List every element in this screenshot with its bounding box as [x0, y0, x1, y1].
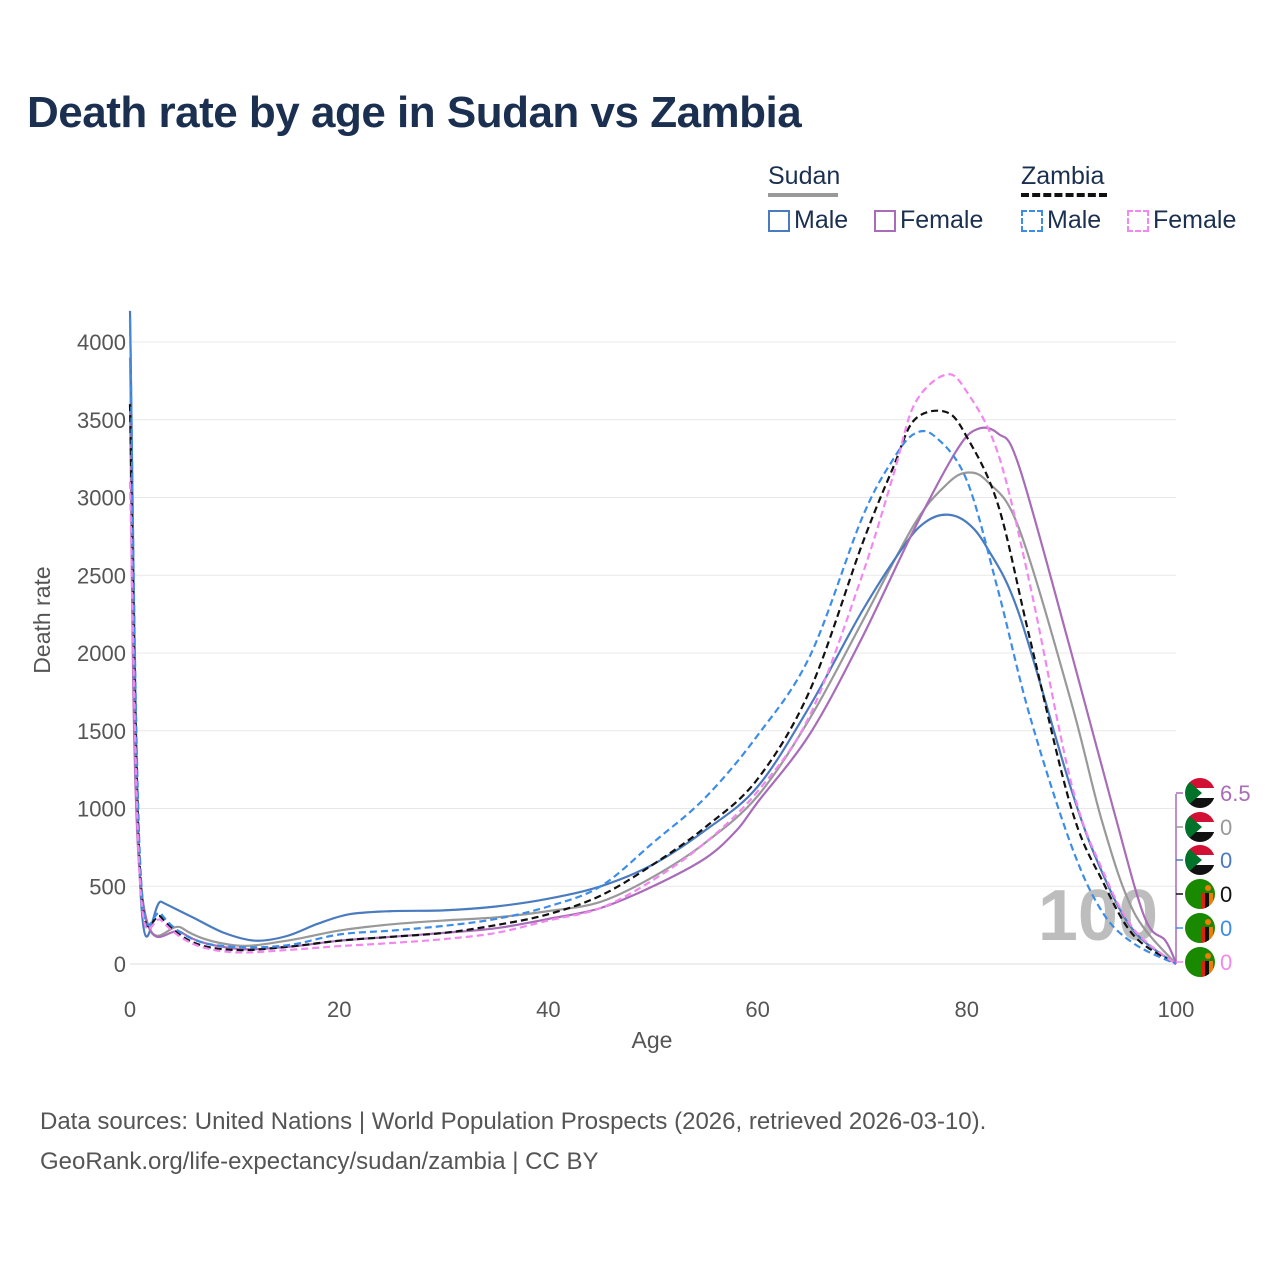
y-tick-label: 0	[114, 952, 126, 977]
series-line-zambia-male[interactable]	[128, 318, 1177, 965]
zambia-flag-icon	[1185, 879, 1215, 909]
y-tick-label: 500	[89, 874, 126, 899]
series-line-zambia-female[interactable]	[128, 373, 1177, 965]
x-tick-label: 60	[745, 997, 769, 1022]
legend-sudan-line	[768, 193, 838, 197]
legend-label: Male	[1047, 206, 1102, 234]
end-value-label: 0	[1220, 815, 1232, 840]
series-line-zambia-total[interactable]	[128, 404, 1177, 965]
legend-label: Female	[900, 206, 984, 234]
legend-label: Female	[1153, 206, 1237, 234]
legend-swatch	[874, 209, 896, 232]
end-value-label: 0	[1220, 882, 1232, 907]
legend-swatch	[1127, 209, 1149, 232]
legend-sudan-male[interactable]: Male	[768, 206, 848, 235]
footer-source: Data sources: United Nations | World Pop…	[40, 1108, 987, 1135]
end-value-label: 0	[1220, 916, 1232, 941]
axes: 0 500 1000 1500 2000 2500 3000 3500 4000 0 20 40 60 8…	[77, 330, 1194, 1022]
y-tick-label: 1000	[77, 797, 126, 822]
y-axis-label: Death rate	[29, 566, 55, 673]
legend-swatch	[1021, 209, 1043, 232]
legend-label: Male	[794, 206, 849, 234]
legend-zambia-line	[1021, 193, 1107, 197]
series-line-sudan-total[interactable]	[128, 357, 1177, 965]
y-tick-label: 1500	[77, 719, 126, 744]
sudan-flag-icon	[1185, 778, 1215, 808]
y-tick-label: 4000	[77, 330, 126, 355]
sudan-flag-icon	[1185, 812, 1215, 842]
series-lines	[128, 310, 1178, 965]
x-tick-label: 100	[1158, 997, 1195, 1022]
series-line-sudan-female[interactable]	[128, 404, 1178, 964]
x-tick-label: 20	[327, 997, 351, 1022]
x-axis-label: Age	[632, 1027, 673, 1053]
zambia-flag-icon	[1185, 947, 1215, 977]
end-value-label: 0	[1220, 848, 1232, 873]
y-tick-label: 3000	[77, 486, 126, 511]
sudan-flag-icon	[1185, 845, 1215, 875]
legend-zambia: Zambia Male Female	[1021, 162, 1261, 242]
y-tick-label: 2000	[77, 641, 126, 666]
legend-zambia-male[interactable]: Male	[1021, 206, 1101, 235]
zambia-flag-icon	[1185, 913, 1215, 943]
series-line-sudan-male[interactable]	[128, 310, 1177, 965]
end-value-label: 6.5	[1220, 781, 1251, 806]
legend-sudan-title[interactable]: Sudan	[768, 162, 841, 190]
grid	[130, 341, 1176, 965]
x-tick-label: 40	[536, 997, 560, 1022]
legend-zambia-title[interactable]: Zambia	[1021, 162, 1105, 190]
y-tick-label: 2500	[77, 563, 126, 588]
y-tick-label: 3500	[77, 408, 126, 433]
legend-swatch	[768, 209, 790, 232]
end-value-label: 0	[1220, 950, 1232, 975]
legend-zambia-female[interactable]: Female	[1127, 206, 1236, 235]
x-tick-label: 80	[955, 997, 979, 1022]
legend-sudan: Sudan Male Female	[768, 162, 1008, 242]
x-tick-label: 0	[124, 997, 136, 1022]
footer-link[interactable]: GeoRank.org/life-expectancy/sudan/zambia…	[40, 1148, 599, 1175]
legend-sudan-female[interactable]: Female	[874, 206, 983, 235]
end-markers: 6.5 0 0 0 0 0	[1175, 778, 1251, 977]
chart-title: Death rate by age in Sudan vs Zambia	[27, 88, 802, 137]
year-watermark: 100	[1038, 876, 1158, 956]
